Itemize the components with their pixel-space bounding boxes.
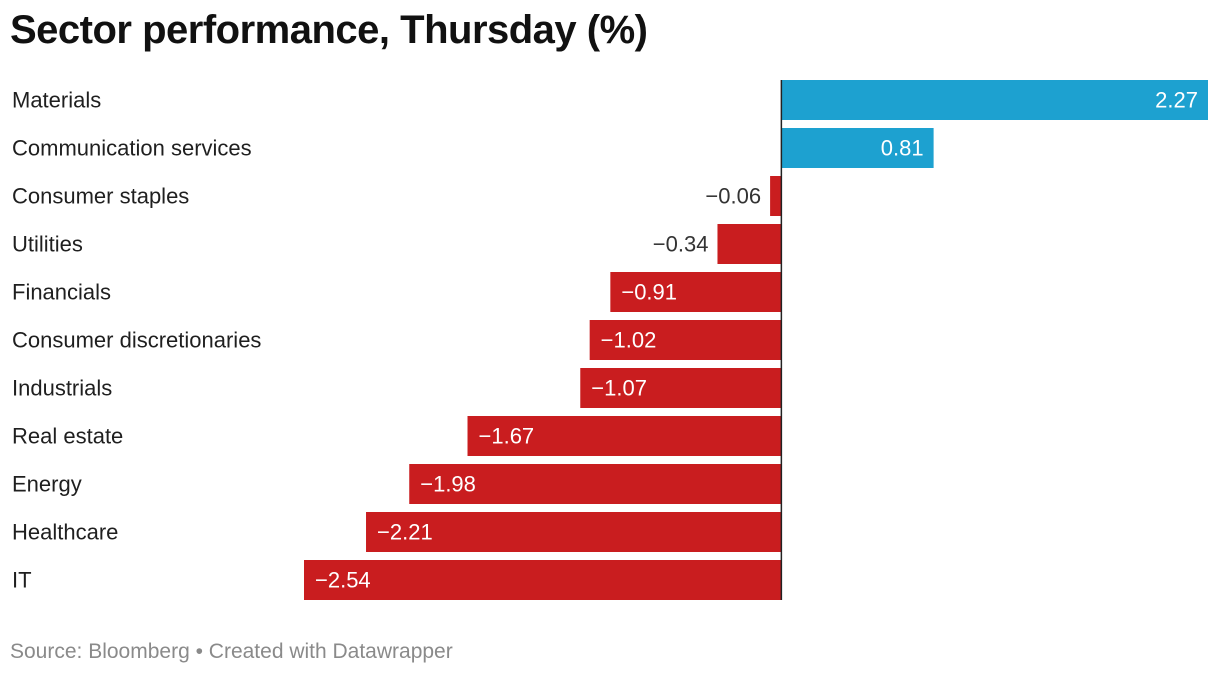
category-label-healthcare: Healthcare [12,520,118,545]
bar-financials [610,272,782,312]
category-label-consumer-discretionaries: Consumer discretionaries [12,328,261,353]
category-label-energy: Energy [12,472,82,497]
value-label-utilities: −0.34 [653,232,709,257]
bar-materials [781,80,1208,120]
value-label-materials: 2.27 [1155,88,1198,113]
value-label-communication-services: 0.81 [881,136,924,161]
bar-it [304,560,782,600]
bar-consumer-discretionaries [589,320,782,360]
category-label-consumer-staples: Consumer staples [12,184,189,209]
category-label-materials: Materials [12,88,101,113]
value-label-industrials: −1.07 [591,376,647,401]
bar-consumer-staples [770,176,782,216]
source-footer: Source: Bloomberg • Created with Datawra… [10,640,453,663]
category-label-industrials: Industrials [12,376,112,401]
bar-real-estate [467,416,782,456]
bar-energy [409,464,782,504]
bar-healthcare [366,512,782,552]
category-label-it: IT [12,568,32,593]
bar-communication-services [781,128,934,168]
category-label-real-estate: Real estate [12,424,123,449]
bars-layer: Materials 2.27 Communication services 0.81 C… [12,80,1208,600]
value-label-energy: −1.98 [420,472,476,497]
category-label-financials: Financials [12,280,111,305]
category-label-utilities: Utilities [12,232,83,257]
value-label-consumer-discretionaries: −1.02 [601,328,657,353]
bar-utilities [717,224,782,264]
value-label-financials: −0.91 [621,280,677,305]
category-label-communication-services: Communication services [12,136,252,161]
value-label-real-estate: −1.67 [479,424,535,449]
value-label-it: −2.54 [315,568,371,593]
chart-title: Sector performance, Thursday (%) [10,8,648,52]
value-label-healthcare: −2.21 [377,520,433,545]
value-label-consumer-staples: −0.06 [705,184,761,209]
bar-industrials [580,368,782,408]
